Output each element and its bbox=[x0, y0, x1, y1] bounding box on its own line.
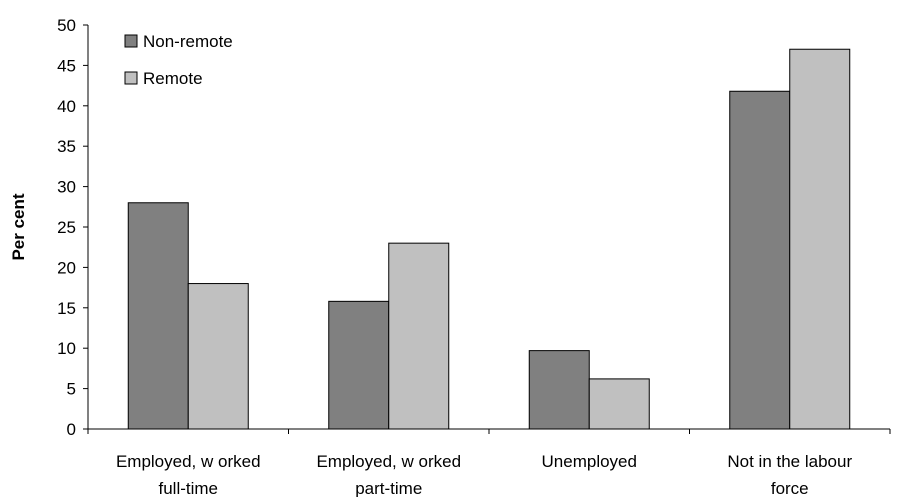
x-tick-label: Unemployed bbox=[542, 452, 637, 471]
bar-non-remote bbox=[127, 202, 189, 430]
bar-remote bbox=[789, 48, 851, 430]
y-tick-label: 15 bbox=[57, 299, 76, 318]
bar-remote bbox=[187, 283, 249, 430]
bar-non-remote bbox=[729, 90, 791, 430]
bar-non-remote bbox=[528, 350, 590, 430]
y-tick-label: 25 bbox=[57, 218, 76, 237]
y-tick-label: 0 bbox=[67, 420, 76, 439]
x-tick-label: Employed, w orked part-time bbox=[316, 452, 461, 497]
y-tick-label: 45 bbox=[57, 56, 76, 75]
y-tick-label: 35 bbox=[57, 137, 76, 156]
y-tick-label: 40 bbox=[57, 97, 76, 116]
y-tick-label: 5 bbox=[67, 380, 76, 399]
x-tick-label: Not in the labour force bbox=[727, 452, 852, 497]
x-axis: Employed, w orked full-time Employed, w or… bbox=[87, 428, 891, 498]
y-axis-label-group: Per cent bbox=[9, 193, 28, 260]
y-tick-label: 20 bbox=[57, 258, 76, 277]
legend-label: Non-remote bbox=[143, 32, 233, 51]
bars bbox=[127, 48, 851, 430]
y-axis: 0 5 10 15 20 25 30 35 40 45 50 bbox=[57, 16, 89, 439]
bar-non-remote bbox=[328, 300, 390, 430]
bar-remote bbox=[588, 378, 650, 430]
y-axis-label: Per cent bbox=[9, 193, 28, 260]
y-tick-label: 30 bbox=[57, 178, 76, 197]
y-tick-label: 50 bbox=[57, 16, 76, 35]
legend-swatch bbox=[124, 34, 138, 48]
y-tick-label: 10 bbox=[57, 339, 76, 358]
x-tick-label: Employed, w orked full-time bbox=[116, 452, 261, 497]
legend-label: Remote bbox=[143, 69, 203, 88]
bar-remote bbox=[388, 242, 450, 430]
legend: Non-remote Remote bbox=[124, 32, 233, 88]
legend-swatch bbox=[124, 71, 138, 85]
